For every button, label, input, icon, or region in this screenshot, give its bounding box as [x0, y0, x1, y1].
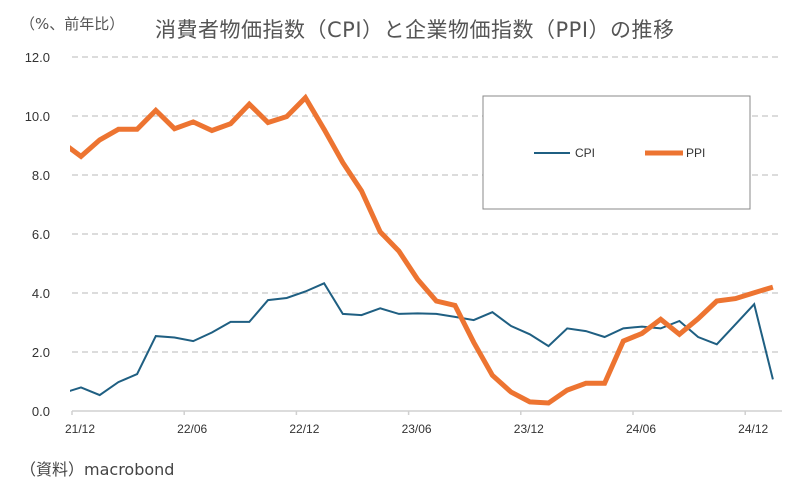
x-tick-label: 21/12 — [65, 422, 95, 436]
y-tick-label: 12.0 — [25, 50, 50, 65]
chart-title: 消費者物価指数（CPI）と企業物価指数（PPI）の推移 — [155, 18, 675, 42]
y-tick-label: 0.0 — [32, 404, 50, 419]
x-tick-label: 23/06 — [402, 422, 432, 436]
x-tick-label: 24/12 — [738, 422, 768, 436]
series-line-ppi — [70, 93, 774, 406]
source-note: （資料）macrobond — [20, 460, 175, 479]
series-line-cpi — [70, 282, 774, 397]
y-axis-unit-label: （%、前年比） — [20, 15, 125, 33]
x-tick-label: 24/06 — [626, 422, 656, 436]
y-tick-label: 4.0 — [32, 286, 50, 301]
x-tick-label: 22/06 — [177, 422, 207, 436]
y-tick-label: 6.0 — [32, 227, 50, 242]
legend: CPI PPI — [482, 95, 751, 210]
y-tick-label: 8.0 — [32, 168, 50, 183]
legend-box — [482, 95, 751, 210]
x-tick-label: 23/12 — [514, 422, 544, 436]
y-tick-label: 10.0 — [25, 109, 50, 124]
legend-label-cpi: CPI — [575, 146, 595, 160]
legend-label-ppi: PPI — [686, 146, 705, 160]
y-tick-label: 2.0 — [32, 345, 50, 360]
x-tick-label: 22/12 — [289, 422, 319, 436]
